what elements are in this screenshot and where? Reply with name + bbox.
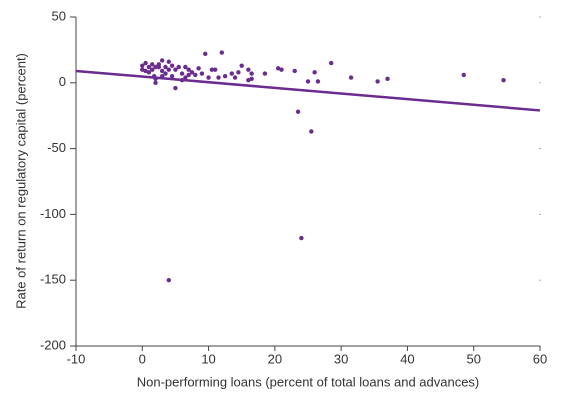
point	[232, 75, 238, 80]
point	[153, 64, 158, 70]
point	[143, 68, 148, 74]
point	[193, 72, 198, 78]
point	[159, 58, 165, 63]
grid-dot	[539, 16, 541, 18]
point	[222, 74, 228, 79]
point	[169, 74, 175, 79]
point	[236, 70, 241, 75]
x-tick-label: 30	[334, 351, 348, 366]
x-tick-label: -10	[67, 351, 86, 366]
x-tick-label: 40	[400, 351, 414, 366]
y-tick-label: -50	[47, 140, 66, 155]
point	[295, 109, 301, 114]
point	[153, 80, 158, 86]
x-tick-label: 20	[268, 351, 282, 366]
point	[199, 71, 205, 76]
point	[150, 67, 155, 72]
x-tick-label: 10	[201, 351, 215, 366]
point	[246, 67, 251, 72]
point	[203, 51, 208, 57]
point	[219, 50, 225, 55]
point	[216, 75, 221, 80]
point	[150, 62, 155, 67]
point	[176, 64, 181, 70]
point	[262, 71, 268, 76]
point	[183, 64, 188, 70]
grid-dot	[539, 213, 541, 215]
point	[159, 68, 165, 74]
point	[239, 63, 244, 68]
point	[312, 70, 317, 75]
point	[305, 79, 311, 84]
point	[156, 62, 162, 67]
point	[163, 64, 168, 70]
y-tick-label: 50	[52, 8, 66, 23]
point	[179, 71, 185, 76]
point	[166, 67, 171, 72]
point	[249, 76, 254, 82]
point	[329, 60, 334, 66]
x-tick-label: 0	[139, 351, 146, 366]
y-tick-label: -200	[40, 337, 66, 352]
point	[146, 64, 152, 70]
point	[249, 71, 254, 76]
point	[501, 77, 506, 83]
point	[146, 70, 152, 75]
point	[275, 66, 281, 71]
point	[348, 75, 354, 80]
y-tick-label: 0	[59, 74, 66, 89]
x-tick-label: 60	[533, 351, 547, 366]
point	[140, 67, 145, 72]
point	[292, 68, 297, 74]
point	[213, 67, 218, 72]
x-tick-label: 50	[466, 351, 480, 366]
point	[189, 70, 195, 75]
point	[315, 79, 321, 84]
point	[375, 79, 380, 84]
point	[140, 63, 145, 68]
point	[209, 67, 215, 72]
grid-dot	[539, 148, 541, 150]
point	[143, 60, 148, 66]
x-axis-title: Non-performing loans (percent of total l…	[137, 374, 480, 389]
point	[279, 67, 284, 72]
point	[196, 66, 201, 71]
point	[169, 63, 175, 68]
point	[385, 76, 390, 82]
point	[173, 85, 178, 91]
point	[166, 59, 171, 64]
point	[186, 72, 191, 78]
point	[461, 72, 466, 78]
grid-dot	[539, 279, 541, 281]
y-axis-title: Rate of return on regulatory capital (pe…	[13, 53, 28, 309]
y-tick-label: -100	[40, 206, 66, 221]
trend-line	[75, 69, 541, 112]
point	[183, 75, 188, 80]
point	[206, 75, 211, 80]
point	[173, 67, 178, 72]
grid-dot	[539, 82, 541, 84]
point	[299, 235, 304, 241]
point	[166, 278, 171, 283]
point	[246, 77, 251, 83]
point	[229, 71, 234, 76]
y-tick-label: -150	[40, 272, 66, 287]
point	[163, 71, 168, 76]
point	[309, 129, 314, 134]
point	[186, 67, 191, 72]
